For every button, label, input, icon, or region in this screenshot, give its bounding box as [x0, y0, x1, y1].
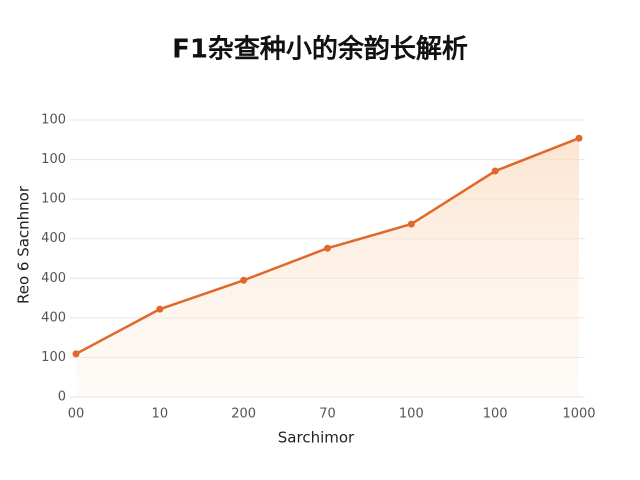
x-tick-label: 70 — [319, 407, 336, 422]
point — [491, 167, 499, 175]
point — [407, 220, 415, 228]
x-tick-label: 10 — [152, 407, 169, 422]
y-tick-label: 400 — [41, 271, 66, 286]
y-tick-label: 100 — [41, 152, 66, 167]
area — [76, 138, 579, 397]
point — [575, 134, 583, 142]
y-tick-label: 100 — [41, 350, 66, 365]
point — [240, 276, 248, 284]
y-tick-label: 400 — [41, 231, 66, 246]
point — [72, 350, 80, 358]
x-tick-label: 100 — [483, 407, 508, 422]
point — [324, 244, 331, 252]
y-tick-label: 100 — [41, 192, 66, 207]
x-tick-label: 00 — [68, 407, 85, 422]
y-tick-label: 0 — [58, 390, 66, 405]
x-tick-label: 1000 — [562, 407, 595, 422]
x-tick-label: 200 — [231, 407, 256, 422]
y-tick-label: 100 — [41, 113, 66, 128]
x-tick-label: 100 — [399, 407, 424, 422]
point — [156, 305, 164, 313]
x-axis-label: Sarchimor — [278, 429, 355, 447]
y-axis-label: Reo 6 Sacnhnor — [15, 185, 33, 304]
chart-title: F1杂查种小的余韵长解析 — [172, 34, 468, 65]
y-tick-label: 400 — [41, 310, 66, 325]
